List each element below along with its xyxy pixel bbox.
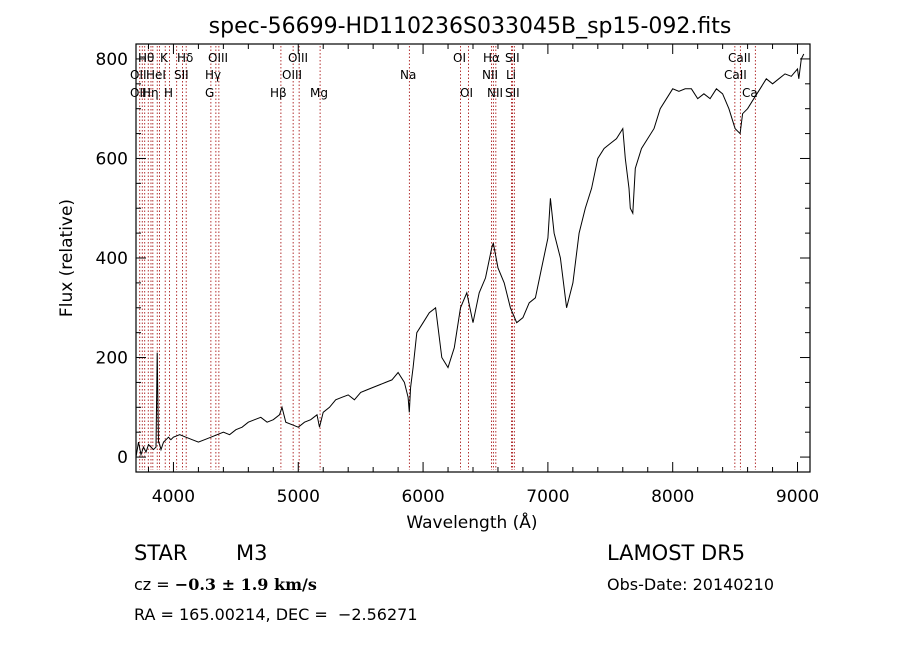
line-marker-label: HeI (146, 68, 166, 82)
line-marker-label: NII (482, 68, 498, 82)
x-tick-label: 4000 (152, 487, 195, 507)
x-tick-label: 9000 (776, 487, 819, 507)
x-tick-label: 7000 (526, 487, 569, 507)
line-marker-label: Hη (142, 86, 159, 100)
y-axis-ticks: 0 200 400 600 800 (96, 50, 810, 468)
y-tick-label: 800 (96, 50, 128, 70)
line-marker-label: Hθ (138, 51, 154, 65)
line-marker-label: OII (130, 68, 147, 82)
survey-name: LAMOST DR5 (607, 541, 746, 565)
line-marker-label: SII (174, 68, 189, 82)
line-marker-label: Hα (483, 51, 500, 65)
x-tick-label: 8000 (651, 487, 694, 507)
line-marker-label: K (160, 51, 169, 65)
coordinates: RA = 165.00214, DEC = −2.56271 (134, 605, 418, 624)
x-axis-label: Wavelength (Å) (406, 511, 537, 533)
spectrum-line (135, 53, 805, 458)
observation-date: Obs-Date: 20140210 (607, 575, 775, 594)
plot-frame (135, 43, 811, 473)
line-marker-label: OIII (208, 51, 228, 65)
line-marker-label: Mg (310, 86, 328, 100)
y-tick-label: 400 (96, 249, 128, 269)
line-marker-label: NII (487, 86, 503, 100)
line-marker-label: Hγ (205, 68, 221, 82)
line-marker-label: OI (460, 86, 473, 100)
line-marker-label: Ca (742, 86, 758, 100)
object-class: STAR (134, 541, 188, 565)
y-tick-label: 200 (96, 349, 128, 369)
x-tick-label: 6000 (401, 487, 444, 507)
line-marker-label: OI (453, 51, 466, 65)
line-marker-label: OII (130, 86, 147, 100)
line-marker-label: Li (506, 68, 516, 82)
line-marker-label: G (205, 86, 214, 100)
spectral-line-markers (139, 46, 756, 470)
redshift-readout: cz = −0.3 ± 1.9 km/s (134, 575, 317, 594)
y-tick-label: 0 (117, 448, 128, 468)
y-tick-label: 600 (96, 149, 128, 169)
line-marker-label: OIII (282, 68, 302, 82)
line-marker-label: CaII (728, 51, 751, 65)
line-marker-label: Hβ (270, 86, 287, 100)
cz-label: cz = (134, 575, 175, 594)
line-marker-label: Na (400, 68, 416, 82)
cz-value: −0.3 ± 1.9 km/s (174, 575, 317, 594)
x-tick-label: 5000 (277, 487, 320, 507)
line-marker-label: H (164, 86, 173, 100)
object-subclass: M3 (236, 541, 268, 565)
chart-title: spec-56699-HD110236S033045B_sp15-092.fit… (209, 14, 732, 39)
line-marker-label: SII (505, 51, 520, 65)
y-axis-label: Flux (relative) (57, 199, 77, 317)
x-axis-ticks: 4000 5000 6000 7000 8000 9000 (147, 44, 819, 507)
line-marker-label: OIII (288, 51, 308, 65)
line-marker-label: CaII (724, 68, 747, 82)
line-marker-label: Hδ (177, 51, 193, 65)
line-marker-label: SII (505, 86, 520, 100)
